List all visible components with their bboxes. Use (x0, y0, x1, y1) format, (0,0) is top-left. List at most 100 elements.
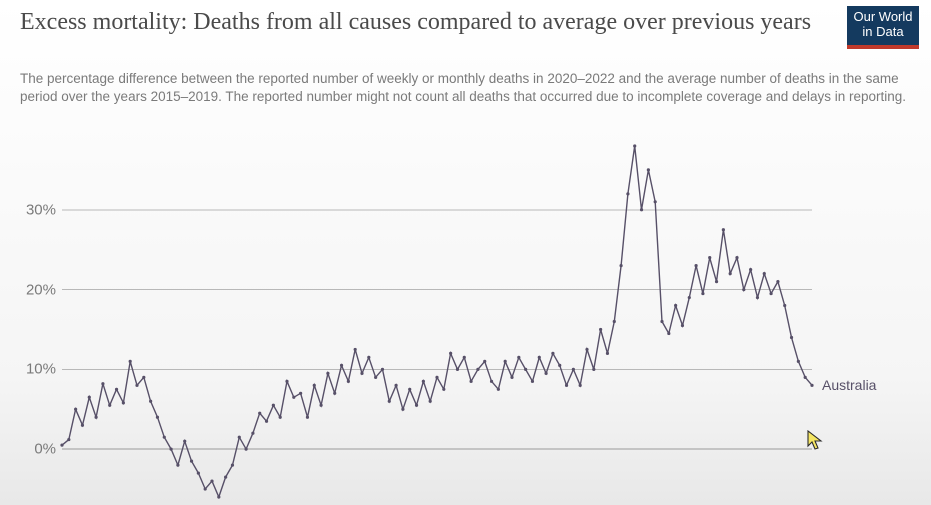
series-point[interactable] (517, 356, 520, 359)
series-point[interactable] (756, 296, 759, 299)
series-point[interactable] (769, 292, 772, 295)
series-point[interactable] (456, 368, 459, 371)
series-point[interactable] (333, 392, 336, 395)
series-point[interactable] (142, 376, 145, 379)
series-point[interactable] (347, 380, 350, 383)
series-point[interactable] (681, 324, 684, 327)
series-point[interactable] (674, 304, 677, 307)
series-line-australia[interactable] (62, 146, 812, 497)
series-point[interactable] (592, 368, 595, 371)
series-point[interactable] (783, 304, 786, 307)
series-point[interactable] (810, 384, 813, 387)
series-point[interactable] (190, 460, 193, 463)
series-point[interactable] (742, 288, 745, 291)
series-point[interactable] (81, 424, 84, 427)
series-point[interactable] (88, 396, 91, 399)
series-point[interactable] (667, 332, 670, 335)
series-point[interactable] (74, 408, 77, 411)
series-point[interactable] (149, 400, 152, 403)
series-point[interactable] (572, 368, 575, 371)
series-point[interactable] (394, 384, 397, 387)
series-point[interactable] (442, 388, 445, 391)
series-point[interactable] (524, 368, 527, 371)
series-point[interactable] (169, 448, 172, 451)
series-point[interactable] (408, 388, 411, 391)
series-point[interactable] (60, 444, 63, 447)
series-point[interactable] (708, 256, 711, 259)
series-label-australia[interactable]: Australia (822, 377, 876, 393)
series-point[interactable] (279, 416, 282, 419)
series-point[interactable] (565, 384, 568, 387)
series-point[interactable] (619, 264, 622, 267)
series-point[interactable] (67, 438, 70, 441)
series-point[interactable] (476, 368, 479, 371)
series-point[interactable] (531, 380, 534, 383)
series-point[interactable] (360, 372, 363, 375)
series-point[interactable] (210, 479, 213, 482)
series-point[interactable] (292, 396, 295, 399)
series-point[interactable] (197, 471, 200, 474)
series-point[interactable] (429, 400, 432, 403)
series-point[interactable] (510, 376, 513, 379)
series-point[interactable] (776, 280, 779, 283)
series-point[interactable] (306, 416, 309, 419)
series-point[interactable] (606, 352, 609, 355)
series-point[interactable] (654, 200, 657, 203)
series-point[interactable] (749, 268, 752, 271)
series-point[interactable] (694, 264, 697, 267)
series-point[interactable] (238, 436, 241, 439)
series-point[interactable] (340, 364, 343, 367)
series-point[interactable] (640, 208, 643, 211)
series-point[interactable] (129, 360, 132, 363)
series-point[interactable] (156, 416, 159, 419)
series-point[interactable] (469, 380, 472, 383)
series-point[interactable] (422, 380, 425, 383)
series-point[interactable] (490, 380, 493, 383)
series-point[interactable] (258, 412, 261, 415)
series-point[interactable] (613, 320, 616, 323)
series-point[interactable] (122, 401, 125, 404)
series-point[interactable] (251, 432, 254, 435)
series-point[interactable] (647, 168, 650, 171)
series-point[interactable] (285, 380, 288, 383)
series-point[interactable] (224, 475, 227, 478)
series-point[interactable] (599, 328, 602, 331)
series-point[interactable] (585, 348, 588, 351)
series-point[interactable] (115, 388, 118, 391)
series-point[interactable] (633, 144, 636, 147)
series-point[interactable] (217, 495, 220, 498)
series-point[interactable] (449, 352, 452, 355)
series-point[interactable] (388, 400, 391, 403)
series-point[interactable] (108, 404, 111, 407)
series-point[interactable] (204, 487, 207, 490)
series-point[interactable] (729, 272, 732, 275)
series-point[interactable] (551, 352, 554, 355)
series-point[interactable] (326, 372, 329, 375)
series-point[interactable] (244, 448, 247, 451)
series-point[interactable] (319, 404, 322, 407)
series-point[interactable] (231, 464, 234, 467)
series-point[interactable] (558, 364, 561, 367)
series-point[interactable] (313, 384, 316, 387)
series-point[interactable] (804, 376, 807, 379)
series-point[interactable] (463, 356, 466, 359)
series-point[interactable] (299, 392, 302, 395)
series-point[interactable] (381, 368, 384, 371)
series-point[interactable] (163, 436, 166, 439)
series-point[interactable] (544, 372, 547, 375)
series-point[interactable] (797, 360, 800, 363)
series-point[interactable] (504, 360, 507, 363)
series-point[interactable] (497, 388, 500, 391)
series-point[interactable] (660, 320, 663, 323)
series-point[interactable] (367, 356, 370, 359)
series-point[interactable] (579, 384, 582, 387)
series-point[interactable] (483, 360, 486, 363)
series-point[interactable] (94, 416, 97, 419)
series-point[interactable] (701, 292, 704, 295)
series-point[interactable] (265, 420, 268, 423)
series-point[interactable] (135, 384, 138, 387)
series-point[interactable] (538, 356, 541, 359)
series-point[interactable] (183, 440, 186, 443)
series-point[interactable] (715, 280, 718, 283)
series-point[interactable] (354, 348, 357, 351)
